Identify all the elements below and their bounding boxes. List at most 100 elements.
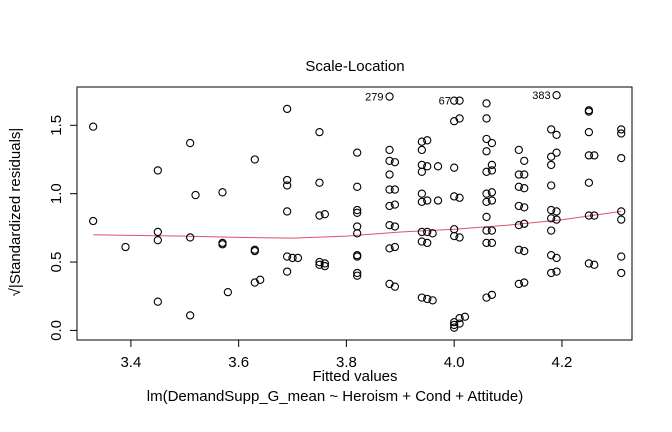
data-point — [584, 151, 594, 160]
x-axis-label: Fitted values — [312, 368, 397, 385]
data-point — [315, 178, 324, 187]
y-tick-label: 1.5 — [48, 115, 65, 136]
data-point — [353, 229, 362, 238]
data-point — [353, 205, 362, 215]
data-point — [353, 182, 362, 191]
y-tick-label: 1.0 — [48, 183, 65, 204]
data-point — [450, 320, 459, 330]
data-point — [552, 267, 561, 276]
data-point — [584, 211, 594, 220]
point-annotation: 279 — [365, 92, 383, 104]
data-point — [455, 96, 464, 105]
data-point — [353, 148, 362, 157]
data-point — [417, 237, 427, 246]
data-point — [450, 192, 459, 201]
data-point — [460, 312, 470, 321]
data-point — [293, 253, 303, 263]
x-tick-label: 3.8 — [336, 354, 357, 371]
data-point — [455, 114, 464, 123]
data-point — [487, 196, 497, 205]
x-tick-label: 3.6 — [228, 354, 249, 371]
data-point — [514, 220, 523, 230]
data-point — [282, 207, 292, 216]
data-point — [390, 222, 400, 231]
data-point — [487, 138, 497, 148]
data-point — [417, 293, 427, 302]
data-point — [450, 231, 459, 241]
data-point — [520, 278, 529, 287]
data-point — [433, 162, 443, 171]
data-point — [450, 96, 459, 105]
data-point — [455, 233, 464, 242]
data-point — [423, 238, 432, 248]
plot-frame — [76, 86, 633, 341]
data-point — [514, 182, 523, 191]
data-point — [353, 252, 362, 261]
data-point — [153, 236, 162, 245]
data-point — [584, 259, 594, 268]
point-annotations: 279 67 383 — [365, 90, 550, 107]
data-point — [617, 125, 626, 134]
data-point — [121, 242, 130, 252]
data-point — [590, 260, 599, 269]
data-point — [385, 170, 394, 179]
data-point — [547, 160, 556, 170]
data-point — [428, 296, 437, 305]
data-point — [547, 152, 556, 161]
data-point — [520, 170, 529, 179]
data-point — [385, 145, 394, 155]
data-point — [450, 323, 459, 332]
data-point — [186, 233, 195, 242]
data-point — [455, 313, 464, 323]
data-point — [417, 167, 427, 176]
data-point — [450, 163, 459, 172]
data-point — [617, 153, 626, 163]
data-point — [417, 137, 427, 146]
data-point — [428, 229, 437, 238]
smooth-line — [93, 210, 622, 239]
data-point — [487, 290, 497, 300]
data-point — [590, 151, 599, 160]
data-point — [218, 240, 227, 249]
chart-title: Scale-Location — [305, 58, 404, 75]
chart-subtitle: lm(DemandSupp_G_mean ~ Heroism + Cond + … — [147, 388, 523, 405]
x-tick-label: 4.0 — [444, 354, 465, 371]
data-point — [617, 129, 626, 138]
data-point — [250, 155, 259, 164]
y-axis: 0.0 0.5 1.0 1.5 — [48, 115, 78, 341]
data-point — [390, 282, 400, 291]
data-point — [385, 92, 394, 101]
data-point — [617, 215, 626, 224]
data-point — [186, 311, 195, 320]
data-point — [433, 196, 443, 205]
point-annotation: 67 — [439, 96, 451, 108]
data-point — [282, 104, 292, 114]
data-point — [514, 245, 523, 254]
data-point — [385, 244, 394, 253]
data-point — [590, 211, 599, 220]
data-point — [617, 207, 626, 216]
data-point — [390, 200, 400, 209]
data-point — [514, 201, 523, 211]
y-tick-label: 0.5 — [48, 252, 65, 273]
data-point — [282, 252, 292, 261]
data-point — [552, 148, 561, 157]
data-point — [385, 156, 394, 165]
data-point — [320, 210, 330, 219]
data-point — [482, 99, 491, 108]
data-point — [423, 136, 432, 145]
data-point — [547, 125, 556, 134]
data-point — [617, 268, 626, 278]
data-point — [482, 212, 491, 222]
data-point — [315, 211, 324, 220]
data-point — [520, 219, 529, 228]
data-point — [520, 203, 529, 212]
data-point — [514, 279, 523, 289]
data-point — [482, 238, 491, 248]
data-point — [223, 287, 233, 297]
data-point — [547, 181, 556, 190]
data-point — [450, 318, 459, 327]
data-point — [353, 271, 362, 280]
data-point — [552, 215, 561, 224]
data-point — [353, 222, 362, 231]
